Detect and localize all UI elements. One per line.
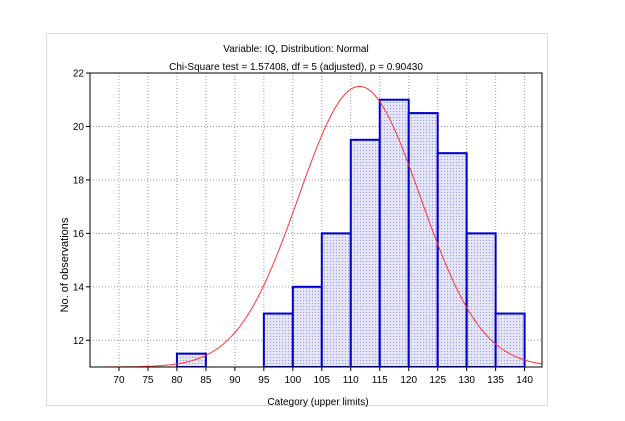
histogram-bar-6 [407, 112, 439, 367]
x-tick-label-0: 70 [113, 375, 125, 386]
histogram-bar-2 [291, 285, 323, 367]
plot-border [89, 72, 543, 368]
x-tick-label-6: 100 [284, 375, 301, 386]
x-tick-label-13: 135 [487, 375, 504, 386]
x-tick-label-1: 75 [142, 375, 154, 386]
x-tick-label-12: 130 [458, 375, 475, 386]
x-tick-label-7: 105 [313, 375, 330, 386]
x-axis-label: Category (upper limits) [267, 397, 368, 408]
y-axis-ticks: 12 14 16 18 20 22 [73, 69, 90, 347]
x-tick-label-5: 95 [258, 375, 270, 386]
histogram-bar-1 [262, 312, 294, 367]
histogram-bar-3 [320, 232, 352, 367]
chart-title: Variable: IQ, Distribution: Normal [223, 44, 368, 55]
y-tick-label-2: 16 [73, 229, 85, 240]
x-tick-label-3: 85 [200, 375, 212, 386]
x-tick-label-2: 80 [171, 375, 183, 386]
x-tick-label-4: 90 [229, 375, 241, 386]
x-axis-ticks: 70 75 80 85 90 95 100 105 110 115 120 125 130 135 140 [113, 367, 533, 386]
y-tick-label-0: 12 [73, 336, 85, 347]
x-tick-label-11: 125 [429, 375, 446, 386]
histogram-bar-4 [349, 138, 381, 367]
histogram-bar-8 [465, 232, 497, 367]
y-tick-label-3: 18 [73, 175, 85, 186]
y-axis-label: No. of observations [59, 217, 71, 312]
normal-curve [90, 85, 542, 367]
histogram-bar-7 [436, 152, 468, 367]
histogram-bars [175, 98, 526, 367]
y-tick-label-4: 20 [73, 122, 85, 133]
x-tick-label-14: 140 [516, 375, 533, 386]
chart-subtitle: Chi-Square test = 1.57408, df = 5 (adjus… [169, 62, 423, 73]
x-tick-label-10: 120 [400, 375, 417, 386]
histogram-bar-5 [378, 98, 410, 367]
x-tick-label-9: 115 [372, 375, 388, 386]
x-tick-label-8: 110 [343, 375, 359, 386]
y-tick-label-1: 14 [73, 282, 85, 293]
y-tick-label-5: 22 [73, 69, 85, 80]
